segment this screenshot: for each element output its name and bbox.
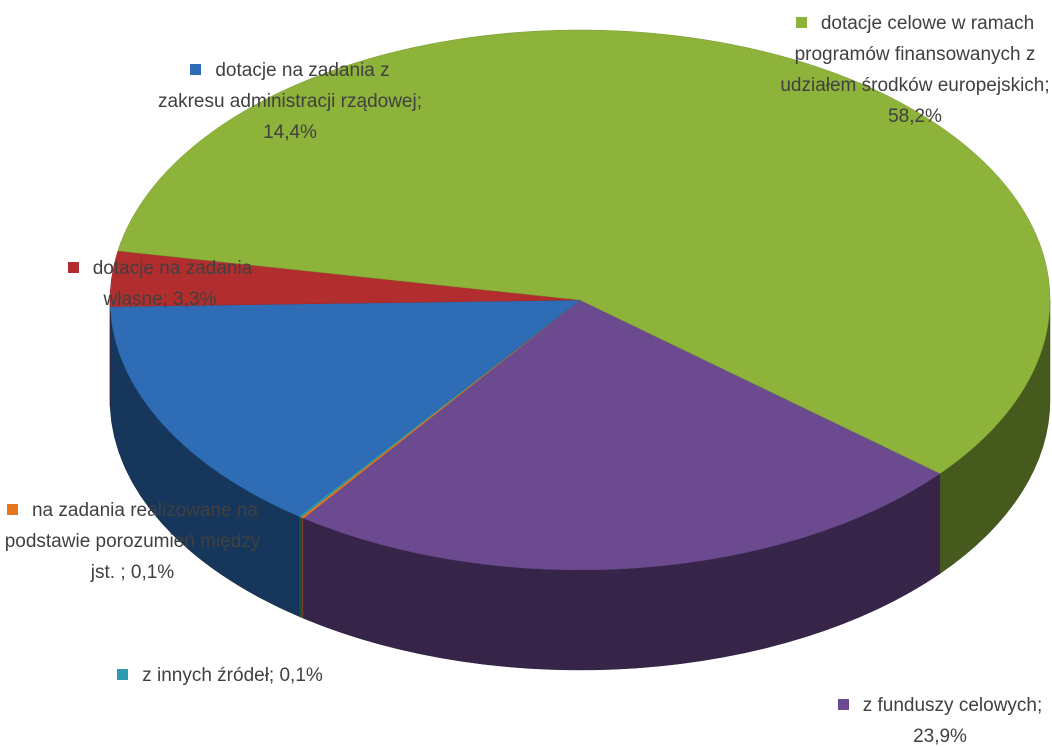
legend-key [795, 17, 807, 28]
label-text: dotacje celowe w ramach programów finans… [780, 13, 1050, 127]
slice [117, 29, 1051, 474]
data-label: dotacje na zadania z zakresu administrac… [155, 55, 425, 148]
legend-key [6, 504, 18, 515]
slice-side [298, 515, 302, 618]
legend-key [190, 64, 202, 75]
slice [109, 299, 581, 517]
legend-key [117, 669, 129, 680]
label-text: na zadania realizowane na podstawie poro… [4, 500, 261, 583]
data-label: z innych źródeł; 0,1% [110, 660, 330, 691]
data-label: dotacje celowe w ramach programów finans… [780, 8, 1050, 132]
slice-side [300, 516, 304, 619]
label-text: z funduszy celowych; 23,9% [862, 695, 1043, 747]
legend-key [837, 699, 849, 710]
label-text: dotacje na zadania z zakresu administrac… [158, 60, 422, 143]
label-text: dotacje na zadania własne; 3,3% [92, 258, 253, 310]
legend-key [67, 262, 79, 273]
label-text: z innych źródeł; 0,1% [142, 665, 323, 686]
data-label: na zadania realizowane na podstawie poro… [0, 495, 265, 588]
slice [302, 299, 941, 571]
data-label: z funduszy celowych; 23,9% [830, 690, 1050, 747]
data-label: dotacje na zadania własne; 3,3% [35, 253, 285, 315]
